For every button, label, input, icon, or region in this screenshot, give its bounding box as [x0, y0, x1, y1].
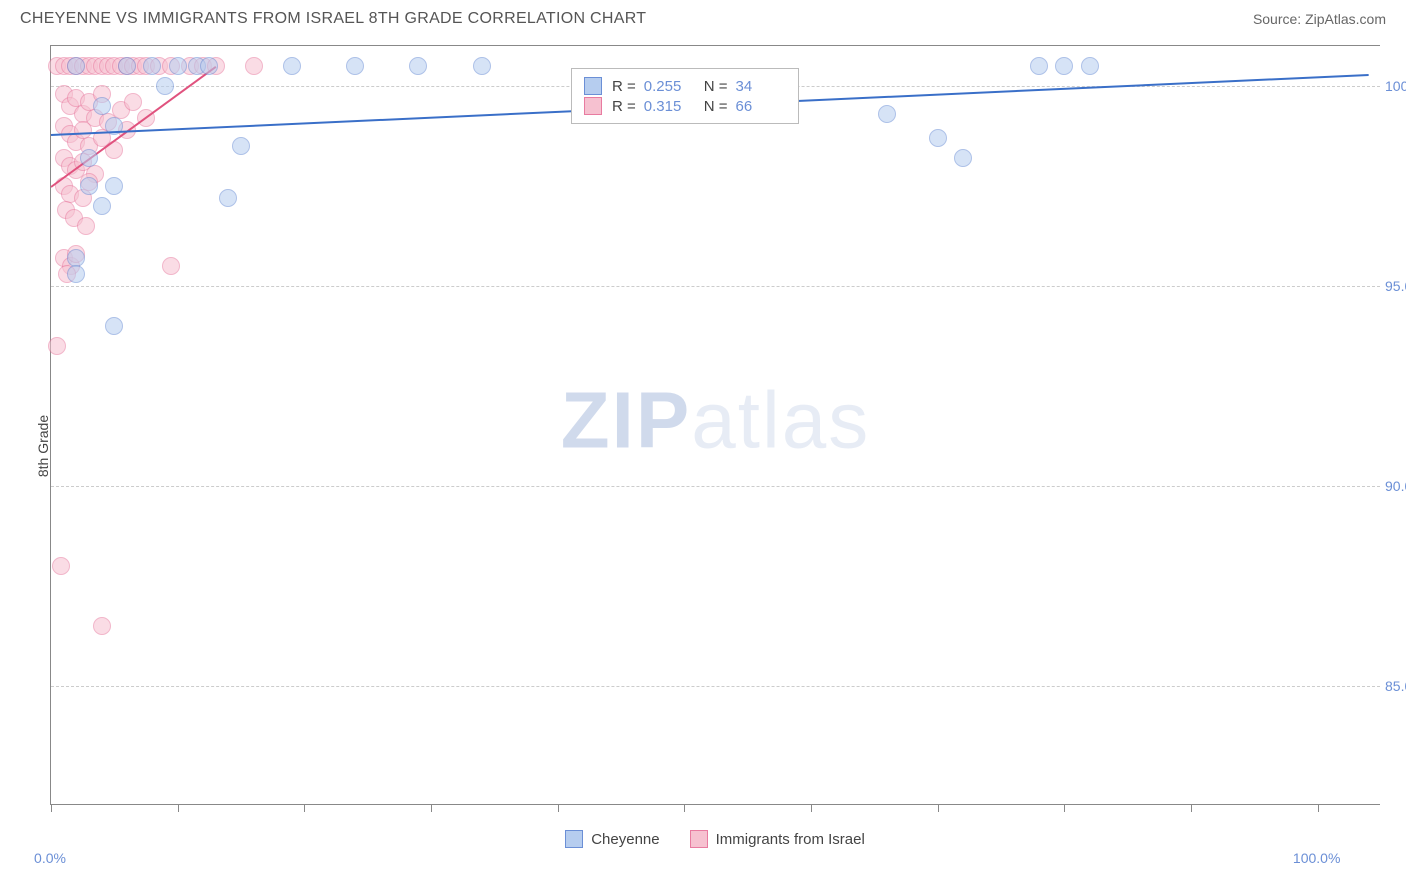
israel-point — [124, 93, 142, 111]
cheyenne-point — [105, 177, 123, 195]
cheyenne-point — [1081, 57, 1099, 75]
cheyenne-point — [118, 57, 136, 75]
cheyenne-point — [1055, 57, 1073, 75]
israel-point — [93, 617, 111, 635]
x-tick — [1318, 804, 1319, 812]
israel-point — [48, 337, 66, 355]
r-label: R = — [612, 78, 636, 95]
n-value: 66 — [736, 98, 786, 115]
x-tick — [558, 804, 559, 812]
stats-row: R = 0.255 N = 34 — [584, 77, 786, 95]
cheyenne-point — [929, 129, 947, 147]
x-tick — [938, 804, 939, 812]
legend-label: Immigrants from Israel — [716, 831, 865, 848]
x-tick — [1064, 804, 1065, 812]
cheyenne-point — [105, 317, 123, 335]
legend-swatch — [565, 830, 583, 848]
israel-point — [245, 57, 263, 75]
cheyenne-point — [93, 97, 111, 115]
y-tick-label: 95.0% — [1385, 278, 1406, 294]
x-tick — [304, 804, 305, 812]
n-value: 34 — [736, 78, 786, 95]
series-legend: Cheyenne Immigrants from Israel — [50, 830, 1380, 848]
cheyenne-point — [346, 57, 364, 75]
cheyenne-point — [67, 265, 85, 283]
x-tick — [51, 804, 52, 812]
cheyenne-point — [143, 57, 161, 75]
x-tick — [1191, 804, 1192, 812]
y-tick-label: 90.0% — [1385, 478, 1406, 494]
x-tick-label-left: 0.0% — [34, 850, 66, 866]
legend-swatch — [584, 77, 602, 95]
cheyenne-point — [156, 77, 174, 95]
r-value: 0.315 — [644, 98, 694, 115]
legend-swatch — [584, 97, 602, 115]
x-tick — [178, 804, 179, 812]
cheyenne-point — [878, 105, 896, 123]
legend-item: Cheyenne — [565, 830, 659, 848]
legend-swatch — [690, 830, 708, 848]
chart-plot-area: 85.0%90.0%95.0%100.0% ZIPatlas R =0.255N… — [50, 45, 1380, 805]
cheyenne-point — [169, 57, 187, 75]
grid-line — [51, 686, 1380, 687]
cheyenne-point — [232, 137, 250, 155]
y-tick-label: 85.0% — [1385, 678, 1406, 694]
cheyenne-point — [200, 57, 218, 75]
cheyenne-point — [80, 149, 98, 167]
cheyenne-point — [1030, 57, 1048, 75]
cheyenne-point — [473, 57, 491, 75]
y-tick-label: 100.0% — [1385, 78, 1406, 94]
israel-point — [162, 257, 180, 275]
legend-item: Immigrants from Israel — [690, 830, 865, 848]
stats-row: R = 0.315 N = 66 — [584, 97, 786, 115]
x-tick — [684, 804, 685, 812]
grid-line — [51, 486, 1380, 487]
cheyenne-point — [409, 57, 427, 75]
x-tick — [431, 804, 432, 812]
cheyenne-point — [67, 57, 85, 75]
x-tick-label-right: 100.0% — [1293, 850, 1340, 866]
israel-point — [52, 557, 70, 575]
cheyenne-point — [93, 197, 111, 215]
x-tick — [811, 804, 812, 812]
israel-point — [77, 217, 95, 235]
grid-line — [51, 286, 1380, 287]
stats-legend: R = 0.255 N = 34 R = 0.315 N = 66 — [571, 68, 799, 124]
r-label: R = — [612, 98, 636, 115]
chart-title: CHEYENNE VS IMMIGRANTS FROM ISRAEL 8TH G… — [20, 10, 646, 28]
cheyenne-point — [283, 57, 301, 75]
legend-label: Cheyenne — [591, 831, 659, 848]
n-label: N = — [704, 98, 728, 115]
r-value: 0.255 — [644, 78, 694, 95]
cheyenne-point — [80, 177, 98, 195]
n-label: N = — [704, 78, 728, 95]
source-label: Source: ZipAtlas.com — [1253, 11, 1386, 27]
cheyenne-point — [954, 149, 972, 167]
y-axis-label: 8th Grade — [35, 415, 51, 477]
cheyenne-point — [219, 189, 237, 207]
